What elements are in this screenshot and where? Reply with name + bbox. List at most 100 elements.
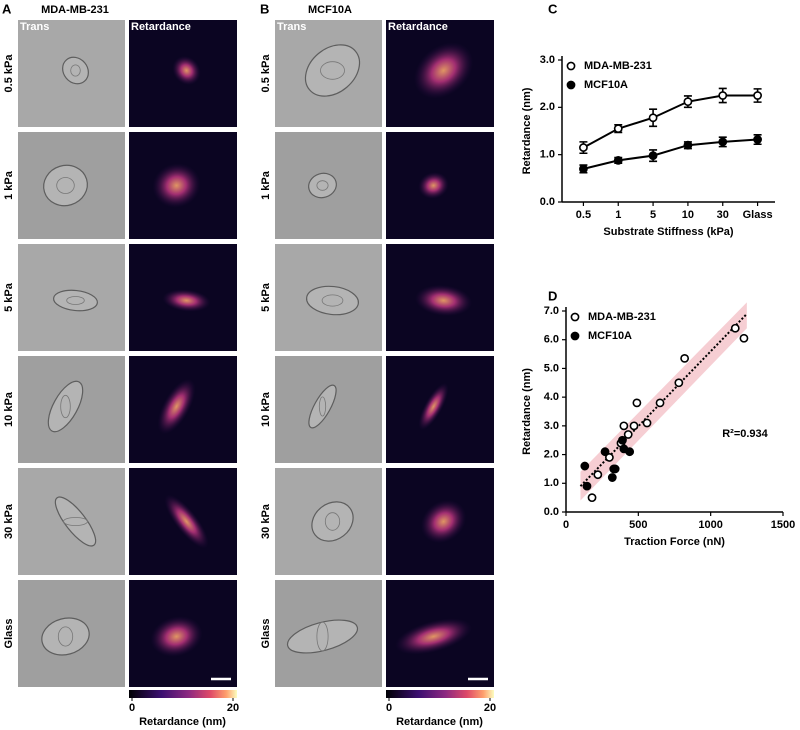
nucleus	[57, 626, 74, 647]
y-tick-label: 2.0	[540, 101, 555, 113]
marker	[593, 470, 603, 480]
marker	[582, 481, 592, 491]
cell-retardance	[157, 378, 196, 435]
column-label: Trans	[20, 21, 49, 33]
legend-label: MCF10A	[588, 330, 632, 342]
nucleus	[66, 296, 85, 305]
colorbar	[386, 690, 494, 698]
nucleus	[63, 517, 88, 526]
marker	[623, 430, 633, 439]
series-line	[583, 138, 758, 170]
column-label: Retardance	[131, 21, 191, 33]
y-tick-label: 1.0	[540, 149, 555, 161]
legend-label: MDA-MB-231	[584, 60, 652, 72]
colorbar-tick-label: 20	[227, 702, 239, 714]
marker	[600, 447, 610, 457]
legend-marker	[566, 80, 576, 90]
cell	[311, 501, 354, 542]
cell-retardance	[418, 172, 449, 199]
marker	[613, 124, 623, 134]
cell-retardance	[162, 289, 211, 312]
marker	[625, 447, 635, 457]
marker	[674, 378, 684, 388]
x-tick-label: 10	[682, 209, 694, 221]
cell-retardance	[172, 55, 201, 86]
marker	[607, 473, 617, 482]
marker	[718, 91, 728, 100]
x-tick-label: 500	[629, 519, 647, 531]
cell-retardance	[418, 383, 449, 430]
marker	[632, 398, 642, 408]
marker	[580, 461, 590, 471]
y-tick-label: 4.0	[544, 391, 559, 403]
colorbar-tick-label: 20	[484, 702, 496, 714]
cell	[43, 164, 88, 207]
legend-marker	[570, 312, 580, 322]
colorbar	[129, 690, 237, 698]
nucleus	[321, 294, 344, 307]
x-axis-label: Substrate Stiffness (kPa)	[603, 226, 734, 238]
row-label: 1 kPa	[260, 170, 272, 200]
column-label: Retardance	[388, 21, 448, 33]
marker	[642, 418, 652, 428]
cell	[308, 384, 337, 429]
y-tick-label: 3.0	[540, 54, 555, 66]
legend-label: MCF10A	[584, 79, 628, 91]
cell	[306, 285, 359, 316]
colorbar-tick-label: 0	[129, 702, 135, 714]
panel-title: MCF10A	[308, 4, 352, 16]
marker	[739, 333, 749, 343]
marker	[648, 113, 658, 123]
legend-label: MDA-MB-231	[588, 311, 656, 323]
cell	[47, 380, 84, 433]
y-tick-label: 3.0	[544, 420, 559, 432]
marker	[718, 137, 728, 147]
series-line	[582, 94, 758, 149]
row-label: 0.5 kPa	[3, 54, 15, 93]
marker	[683, 97, 693, 107]
marker	[618, 435, 627, 445]
row-label: 5 kPa	[260, 282, 272, 312]
row-label: Glass	[260, 619, 272, 649]
cell	[286, 619, 359, 654]
colorbar-label: Retardance (nm)	[139, 716, 226, 728]
column-label: Trans	[277, 21, 306, 33]
panel-letter: B	[260, 1, 269, 16]
nucleus	[56, 177, 75, 194]
x-tick-label: 1	[615, 209, 621, 221]
y-tick-label: 2.0	[544, 448, 559, 460]
colorbar-tick-label: 0	[386, 702, 392, 714]
marker	[619, 421, 629, 431]
colorbar-label: Retardance (nm)	[396, 716, 483, 728]
row-label: 1 kPa	[3, 170, 15, 200]
marker	[648, 151, 658, 161]
cell-retardance	[164, 494, 209, 549]
panel-letter: A	[2, 1, 12, 16]
marker	[683, 140, 693, 150]
marker	[730, 323, 740, 333]
nucleus	[320, 61, 345, 80]
marker	[655, 398, 665, 408]
nucleus	[324, 512, 341, 531]
y-tick-label: 0.0	[544, 506, 559, 518]
marker	[579, 164, 588, 174]
nucleus	[70, 64, 81, 77]
cell	[304, 44, 361, 97]
y-tick-label: 0.0	[540, 196, 555, 208]
legend-marker	[566, 61, 576, 71]
row-label: 10 kPa	[3, 391, 15, 427]
cell	[308, 172, 337, 199]
row-label: 10 kPa	[260, 391, 272, 427]
cell	[52, 289, 99, 312]
cell	[54, 496, 97, 547]
marker	[680, 353, 690, 363]
marker	[609, 464, 619, 474]
x-tick-label: Glass	[743, 209, 773, 221]
x-tick-label: 30	[717, 209, 729, 221]
row-label: 5 kPa	[3, 282, 15, 312]
row-label: 30 kPa	[260, 503, 272, 539]
x-tick-label: 0	[563, 519, 569, 531]
y-tick-label: 6.0	[544, 334, 559, 346]
panel-letter: C	[548, 1, 558, 16]
cell	[41, 617, 90, 656]
